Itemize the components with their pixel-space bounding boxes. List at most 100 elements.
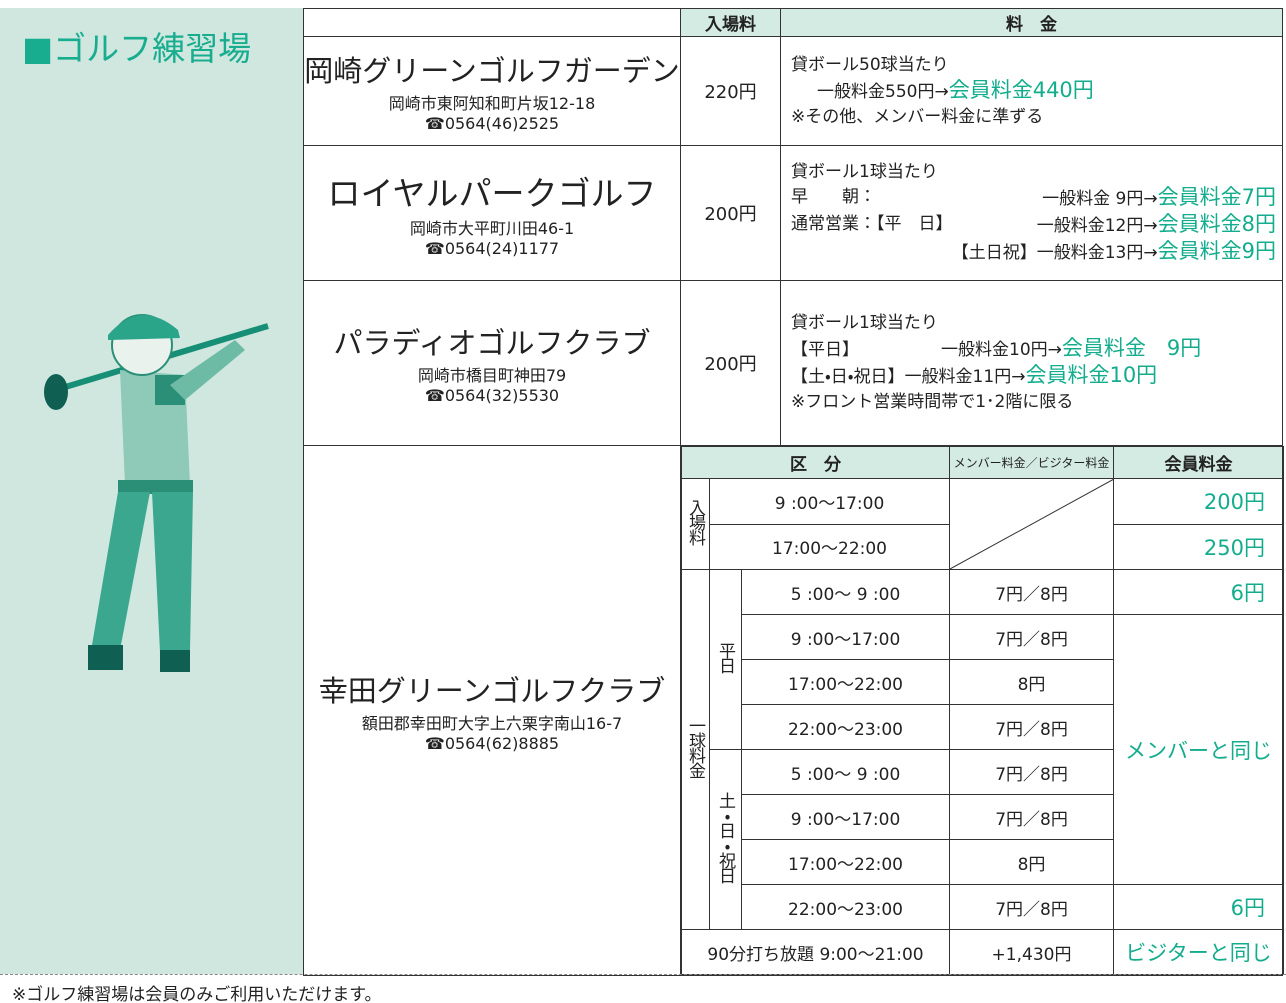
venue-address: 岡崎市東阿知和町片坂12-18 [388,94,596,113]
line: 一般料金550円→会員料金440円 [791,78,1282,105]
member-fee: 会員料金 9円 [1061,336,1202,360]
row-group: 一球料金 [681,569,710,930]
fee: 220円 [680,36,781,146]
time: 5 :00〜 9 :00 [740,569,951,615]
line-label: 通常営業：【平 日】 [791,214,953,234]
footnote: ※ゴルフ練習場は会員のみご利用いただけます。 [12,985,382,1003]
schedule-cell: 区 分メンバー料金／ビジター料金 会員料金 入場料 9 :00〜17:00 200… [680,445,1285,976]
time: 9 :00〜17:00 [740,614,951,660]
member-fee: 6円 [1113,884,1285,930]
venue-tel: ☎0564(32)5530 [424,386,560,405]
time: 90分打ち放題 9:00〜21:00 [680,929,951,975]
golfer-illustration [44,314,269,672]
row-group: 入場料 [681,478,710,570]
line-label: 早 朝： [791,187,876,207]
line: 貸ボール50球当たり [791,54,949,75]
price: 7円／8円 [949,704,1115,750]
venue-address: 岡崎市橋目町神田79 [417,366,567,385]
general-fee: 一般料金10円→ [941,340,1062,360]
line: 早 朝： 一般料金 9円→会員料金7円 [791,185,1282,212]
header-cell: 区 分 [680,446,951,479]
line: 【土日祝】一般料金13円→会員料金9円 [791,239,1282,266]
day-group-label: 土・日・祝日 [715,792,735,882]
line: 【平日】 一般料金10円→会員料金 9円 [791,336,1282,363]
header-cell: 料 金 [780,8,1283,37]
price: 8円 [949,839,1115,885]
header-cell: 入場料 [680,8,781,37]
general-fee: 一般料金12円→ [1036,216,1158,236]
general-fee: 一般料金550円→ [817,81,949,102]
member-fee: 会員料金8円 [1157,212,1276,236]
fee: 200円 [680,145,781,281]
price: 7円／8円 [949,614,1115,660]
time: 17:00〜22:00 [740,659,951,705]
member-fee: 会員料金7円 [1157,185,1276,209]
fee: 200円 [680,280,781,446]
venue-cell: パラディオゴルフクラブ岡崎市橋目町神田79 ☎0564(32)5530 [303,280,681,446]
line: 貸ボール1球当たり [791,313,938,333]
general-fee: 一般料金 9円→ [1042,189,1158,209]
price: 7円／8円 [949,569,1115,615]
day-group-label: 平日 [715,642,735,672]
member-fee: 会員料金10円 [1025,363,1158,387]
day-group: 土・日・祝日 [709,749,742,930]
details: 貸ボール50球当たり 一般料金550円→会員料金440円 ※その他、メンバー料金… [780,36,1283,146]
venue-name: ロイヤルパークゴルフ [327,174,657,213]
price: 7円／8円 [949,884,1115,930]
header-cell: 会員料金 [1113,446,1285,479]
venue-name: 岡崎グリーンゴルフガーデン [304,54,680,88]
member-fee: メンバーと同じ [1113,614,1285,885]
member-fee: 会員料金440円 [948,77,1094,102]
range-table: 入場料 料 金 岡崎グリーンゴルフガーデン 岡崎市東阿知和町片坂12-18 ☎056… [303,8,1285,976]
price: +1,430円 [949,929,1115,975]
venue-address: 額田郡幸田町大字上六栗字南山16-7 [361,713,623,733]
price: 8円 [949,659,1115,705]
time: 22:00〜23:00 [740,884,951,930]
venue-cell: 幸田グリーンゴルフクラブ額田郡幸田町大字上六栗字南山16-7 ☎0564(62)8… [303,445,681,976]
member-fee: 250円 [1113,523,1285,570]
day-group: 平日 [709,569,742,750]
venue-cell: 岡崎グリーンゴルフガーデン岡崎市東阿知和町片坂12-18 ☎0564(46)252… [303,36,681,146]
time: 17:00〜22:00 [740,839,951,885]
general-fee: 一般料金11円→ [904,367,1026,387]
venue-tel: ☎0564(62)8885 [424,733,560,753]
line: 通常営業：【平 日】 一般料金12円→会員料金8円 [791,212,1282,239]
member-fee: 会員料金9円 [1157,239,1276,263]
header-cell: メンバー料金／ビジター料金 [949,446,1115,479]
price: 7円／8円 [949,749,1115,795]
line: ※その他、メンバー料金に準ずる [791,106,1044,127]
member-fee: 200円 [1113,478,1285,525]
general-fee: 一般料金13円→ [1036,243,1158,263]
price: 7円／8円 [949,794,1115,840]
details: 貸ボール1球当たり 【平日】 一般料金10円→会員料金 9円 【土・日・祝日】一般… [780,280,1283,446]
venue-tel: ☎0564(46)2525 [424,114,560,133]
details: 貸ボール1球当たり 早 朝： 一般料金 9円→会員料金7円 通常営業：【平 日】一… [780,145,1283,281]
line-label: 【土・日・祝日】 [791,367,905,387]
member-fee: 6円 [1113,569,1285,615]
time: 9 :00〜17:00 [740,794,951,840]
line: 貸ボール1球当たり [791,162,938,182]
row-group-label: 入場料 [685,499,705,544]
page-title: ■ゴルフ練習場 [22,29,252,68]
blank-header [303,8,681,37]
line-label: 【土日祝】 [951,243,1037,263]
line: 【土・日・祝日】一般料金11円→会員料金10円 [791,363,1282,390]
member-fee: ビジターと同じ [1113,929,1285,975]
schedule-table: 区 分メンバー料金／ビジター料金 会員料金 入場料 9 :00〜17:00 200… [680,446,1285,975]
venue-address: 岡崎市大平町川田46-1 [409,219,575,238]
time: 17:00〜22:00 [708,523,951,570]
venue-cell: ロイヤルパークゴルフ岡崎市大平町川田46-1 ☎0564(24)1177 [303,145,681,281]
time: 22:00〜23:00 [740,704,951,750]
venue-name: パラディオゴルフクラブ [333,326,651,360]
venue-name: 幸田グリーンゴルフクラブ [318,673,666,708]
diagonal [950,479,1115,569]
row-group-label: 一球料金 [685,717,705,777]
time: 5 :00〜 9 :00 [740,749,951,795]
separator [0,974,1286,975]
line: ※フロント営業時間帯で1･2階に限る [791,392,1074,412]
venue-tel: ☎0564(24)1177 [424,239,560,258]
time: 9 :00〜17:00 [708,478,951,525]
empty-cell [949,478,1115,570]
line-label: 【平日】 [791,340,859,360]
